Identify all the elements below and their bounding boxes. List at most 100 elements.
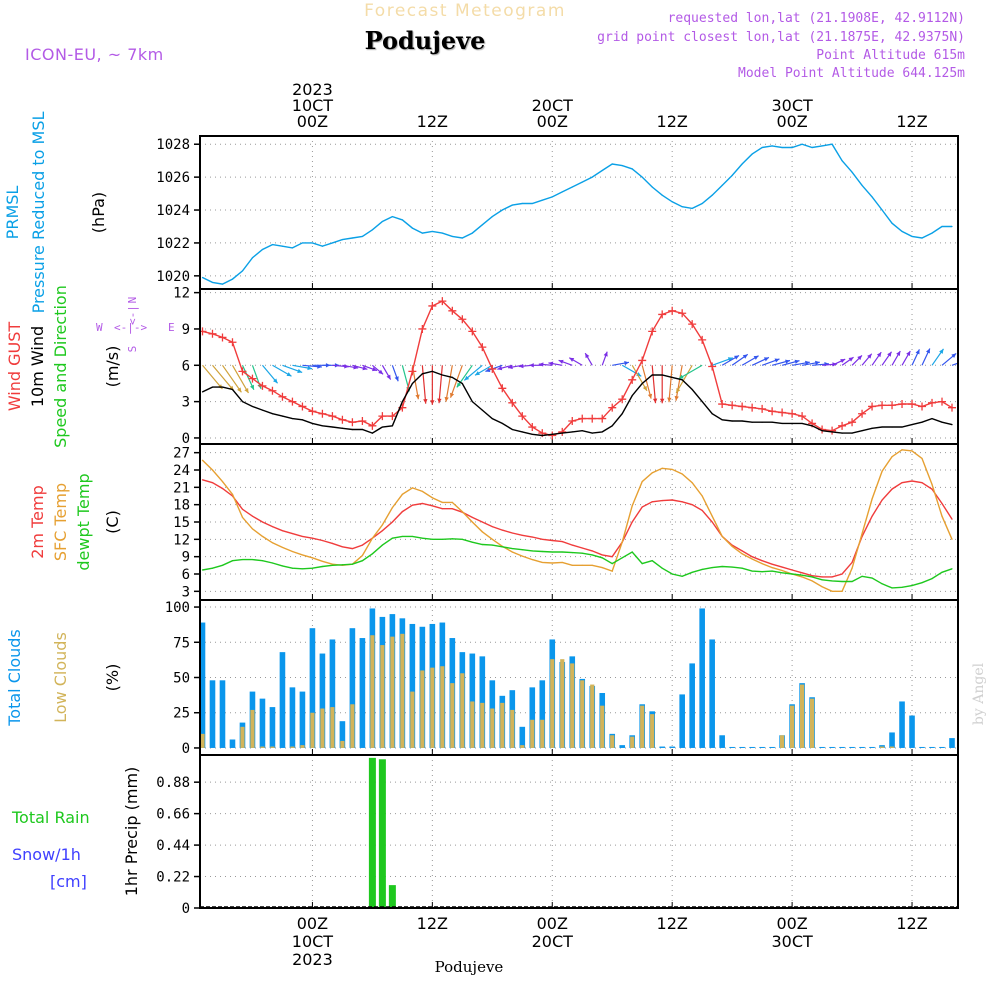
- data-point: [371, 537, 373, 539]
- panel-precipitation: 0 0.22 0.44 0.66 0.88 Total Rain Snow/1h [cm] 1h…: [11, 754, 959, 917]
- data-point: [361, 428, 363, 431]
- data-point: [511, 532, 513, 534]
- total-cloud-bar: [929, 746, 935, 748]
- unit-label: (m/s): [103, 346, 122, 388]
- data-point: [581, 564, 583, 566]
- wind-arrow-head: [569, 357, 575, 362]
- data-point: [421, 537, 423, 539]
- low-cloud-bar: [490, 708, 495, 748]
- data-point: [241, 401, 244, 403]
- gust-point: [948, 403, 957, 412]
- total-cloud-bar: [299, 691, 306, 748]
- gust-point: [208, 329, 217, 338]
- wind-arrow: [212, 364, 235, 391]
- data-point: [911, 235, 913, 237]
- gust-point: [788, 409, 797, 418]
- data-point: [931, 417, 933, 420]
- top-time-label: 30CT: [771, 96, 813, 115]
- data-point: [751, 558, 753, 560]
- data-point: [861, 184, 863, 186]
- data-point: [501, 209, 503, 211]
- data-point: [501, 546, 503, 548]
- data-point: [881, 209, 883, 211]
- station-name: Podujeve: [365, 26, 486, 55]
- wind-arrow-head: [642, 385, 647, 391]
- low-cloud-bar: [790, 705, 795, 748]
- series-label: Total Clouds: [5, 629, 24, 727]
- data-point: [761, 563, 763, 565]
- panel-grid: [200, 289, 958, 444]
- gust-point: [568, 416, 577, 425]
- wind-arrow-head: [430, 400, 435, 405]
- top-time-label: 2023: [292, 80, 333, 99]
- total-cloud-bar: [689, 663, 695, 748]
- data-point: [231, 388, 234, 391]
- data-point: [271, 243, 274, 246]
- data-point: [781, 566, 783, 568]
- gust-point: [228, 338, 237, 347]
- footer-station: Podujeve: [435, 958, 504, 976]
- data-point: [601, 169, 603, 172]
- data-point: [851, 567, 853, 569]
- data-point: [471, 516, 473, 518]
- data-point: [361, 235, 363, 237]
- gust-point: [508, 398, 517, 407]
- data-point: [281, 245, 284, 247]
- wind-arrow-head: [497, 366, 503, 371]
- y-tick-label: 0: [182, 741, 190, 757]
- data-point: [641, 176, 643, 178]
- y-axis: 0 25 50 75 100: [165, 600, 913, 757]
- data-point: [271, 413, 274, 415]
- total-cloud-bar: [719, 735, 725, 748]
- model-altitude: Model Point Altitude 644.125m: [738, 66, 965, 81]
- data-point: [831, 431, 833, 433]
- data-point: [381, 524, 383, 526]
- gust-point: [798, 412, 807, 421]
- data-point: [741, 163, 743, 165]
- wind-arrow-head: [474, 371, 480, 376]
- y-tick-label: 1024: [156, 203, 190, 219]
- data-point: [861, 430, 863, 432]
- data-point: [411, 382, 413, 385]
- data-point: [491, 216, 493, 218]
- requested-coords: requested lon,lat (21.1908E, 42.9112N): [668, 11, 965, 26]
- total-cloud-bar: [479, 656, 486, 748]
- total-cloud-bar: [859, 746, 865, 748]
- y-tick-label: 100: [165, 600, 190, 616]
- data-point: [851, 561, 853, 564]
- rain-bar: [368, 757, 376, 908]
- data-point: [771, 421, 773, 423]
- data-point: [511, 204, 513, 206]
- data-point: [761, 560, 763, 562]
- data-point: [611, 163, 613, 165]
- data-point: [651, 374, 653, 376]
- data-point: [321, 539, 324, 542]
- top-time-label: 00Z: [297, 112, 328, 131]
- data-point: [421, 490, 423, 492]
- data-point: [381, 530, 383, 532]
- data-point: [201, 391, 204, 393]
- y-tick-label: 18: [173, 498, 190, 514]
- wind-arrow-head: [538, 362, 544, 367]
- data-point: [831, 143, 833, 145]
- data-point: [541, 199, 543, 201]
- series-label: Low Clouds: [51, 632, 70, 723]
- wind-arrow-head: [286, 372, 292, 377]
- data-point: [521, 534, 523, 536]
- gust-point: [368, 421, 377, 430]
- y-tick-label: 12: [173, 286, 190, 302]
- data-point: [301, 568, 304, 570]
- bottom-time-label: 00Z: [776, 914, 807, 933]
- gust-point: [618, 395, 627, 404]
- data-point: [201, 276, 204, 279]
- data-point: [861, 532, 863, 535]
- data-point: [521, 431, 523, 433]
- data-point: [221, 487, 224, 490]
- data-point: [281, 415, 284, 417]
- data-point: [471, 521, 473, 523]
- data-point: [561, 191, 563, 193]
- gust-point: [898, 400, 907, 409]
- low-cloud-bar: [390, 636, 395, 748]
- data-point: [611, 563, 613, 565]
